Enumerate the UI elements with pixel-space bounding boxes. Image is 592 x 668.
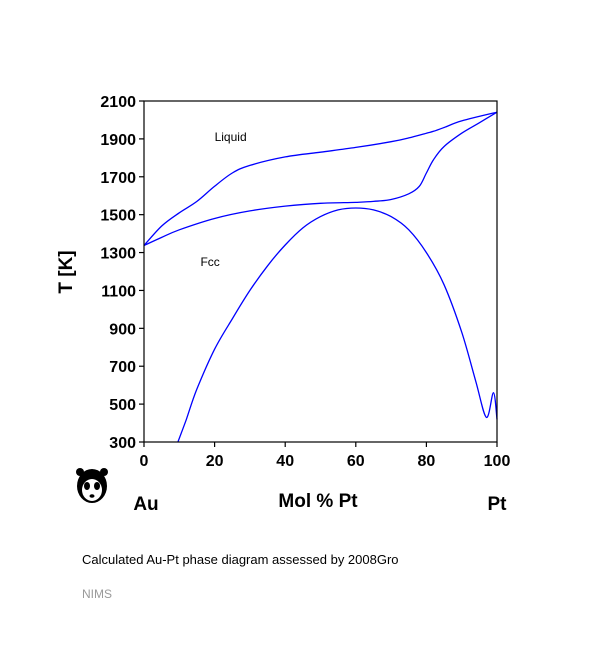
figure-caption: Calculated Au-Pt phase diagram assessed … xyxy=(82,552,399,567)
x-tick-label: 40 xyxy=(276,453,294,470)
y-tick-label: 1500 xyxy=(100,208,136,225)
y-tick-label: 1300 xyxy=(100,246,136,263)
x-axis-label: Mol % Pt xyxy=(278,491,358,512)
y-tick-label: 1100 xyxy=(101,283,136,300)
y-tick-label: 700 xyxy=(109,359,136,376)
y-tick-label: 2100 xyxy=(100,94,136,111)
y-tick-label: 1700 xyxy=(100,170,136,187)
plot-frame xyxy=(143,100,498,443)
y-tick-label: 500 xyxy=(109,397,136,414)
region-label: Fcc xyxy=(200,255,219,269)
liquidus-line xyxy=(143,111,498,246)
x-tick-label: 0 xyxy=(140,453,149,470)
y-tick-label: 300 xyxy=(109,435,136,452)
x-tick-label: 100 xyxy=(484,453,511,470)
solidus-line xyxy=(143,111,498,247)
x-tick-label: 60 xyxy=(347,453,365,470)
y-tick-label: 1900 xyxy=(100,132,136,149)
region-label: Liquid xyxy=(215,130,247,144)
y-tick-label: 900 xyxy=(109,321,136,338)
source-label: NIMS xyxy=(82,587,112,601)
x-end-label-right: Pt xyxy=(488,494,508,515)
miscibility-gap-line xyxy=(177,207,498,443)
x-tick-label: 80 xyxy=(418,453,436,470)
panda-icon xyxy=(76,468,108,503)
y-axis-label: T [K] xyxy=(56,250,77,293)
x-end-label-left: Au xyxy=(133,494,158,515)
x-tick-label: 20 xyxy=(206,453,224,470)
